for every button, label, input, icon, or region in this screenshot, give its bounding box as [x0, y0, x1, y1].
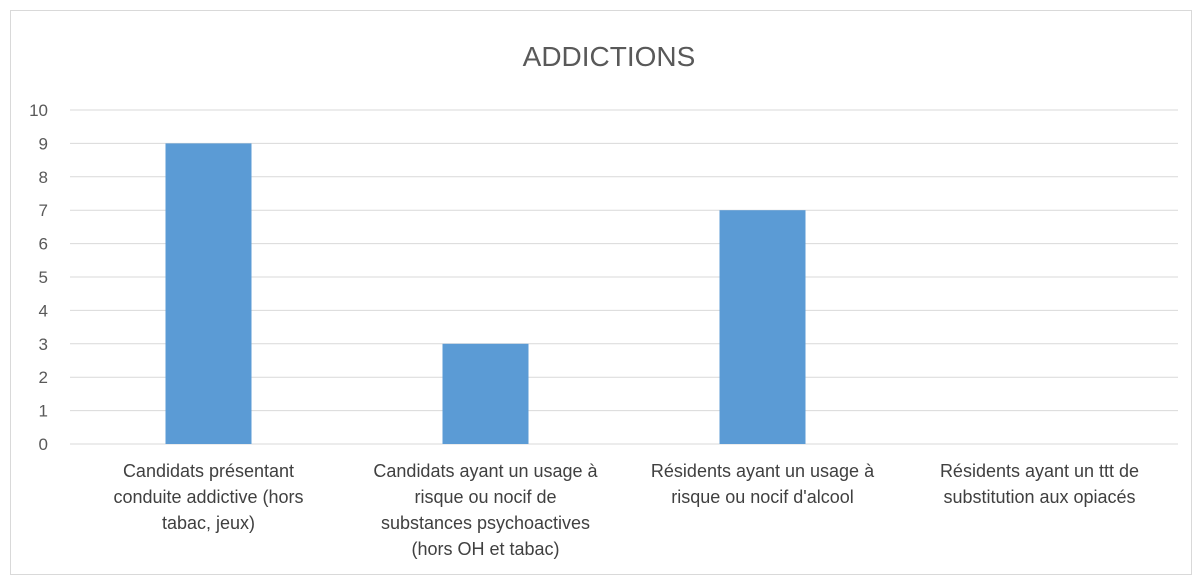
y-tick-label: 0: [39, 435, 48, 454]
x-category-label-line: Candidats présentant: [123, 461, 294, 481]
y-tick-label: 3: [39, 335, 48, 354]
x-category-label-line: Candidats ayant un usage à: [373, 461, 598, 481]
y-tick-label: 5: [39, 268, 48, 287]
y-tick-label: 8: [39, 168, 48, 187]
x-category-label-line: (hors OH et tabac): [411, 539, 559, 559]
chart-title: ADDICTIONS: [523, 41, 696, 72]
y-tick-label: 4: [39, 301, 48, 320]
x-category-label-line: risque ou nocif de: [414, 487, 556, 507]
bar: [165, 143, 252, 444]
x-category-label-line: substances psychoactives: [381, 513, 590, 533]
x-category-label-line: conduite addictive (hors: [113, 487, 303, 507]
x-category-label-line: Résidents ayant un ttt de: [940, 461, 1139, 481]
x-category-label-line: Résidents ayant un usage à: [651, 461, 875, 481]
x-category-label: Résidents ayant un ttt de substitution au…: [940, 461, 1139, 507]
y-tick-label: 7: [39, 201, 48, 220]
y-tick-label: 6: [39, 235, 48, 254]
y-tick-label: 10: [29, 101, 48, 120]
y-axis-ticks: 0 1 2 3 4 5 6 7 8 9 10: [29, 101, 48, 454]
x-category-label-line: tabac, jeux): [162, 513, 255, 533]
y-tick-label: 2: [39, 368, 48, 387]
x-category-label-line: substitution aux opiacés: [943, 487, 1135, 507]
bars: [165, 143, 806, 444]
y-tick-label: 9: [39, 134, 48, 153]
x-axis-categories: Candidats présentant conduite addictive (…: [113, 461, 1139, 559]
y-tick-label: 1: [39, 402, 48, 421]
x-category-label: Candidats présentant conduite addictive (…: [113, 461, 303, 533]
bar: [442, 343, 529, 444]
gridlines: [70, 109, 1178, 445]
x-category-label: Résidents ayant un usage à risque ou noci…: [651, 461, 875, 507]
x-category-label: Candidats ayant un usage à risque ou noci…: [373, 461, 598, 559]
x-category-label-line: risque ou nocif d'alcool: [671, 487, 854, 507]
bar: [719, 210, 806, 444]
